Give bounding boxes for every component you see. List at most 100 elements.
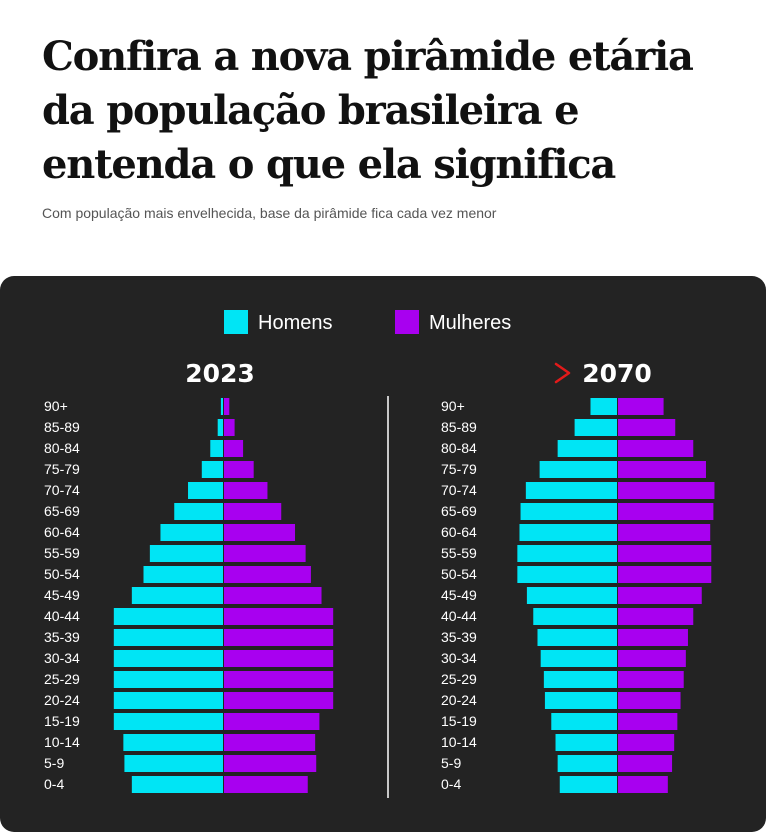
- bar-women-2023-55-59: [224, 545, 306, 562]
- age-label-70-74: 70-74: [44, 482, 80, 498]
- bar-men-2070-30-34: [540, 650, 617, 667]
- bar-men-2070-5-9: [557, 755, 617, 772]
- bar-women-2070-50-54: [618, 566, 712, 583]
- bar-women-2070-10-14: [618, 734, 675, 751]
- age-label-35-39: 35-39: [441, 629, 477, 645]
- bar-women-2023-80-84: [224, 440, 244, 457]
- bar-men-2070-50-54: [517, 566, 617, 583]
- age-label-85-89: 85-89: [44, 419, 80, 435]
- bar-women-2023-35-39: [224, 629, 334, 646]
- bar-women-2070-65-69: [618, 503, 714, 520]
- age-label-65-69: 65-69: [44, 503, 80, 519]
- bar-women-2023-65-69: [224, 503, 282, 520]
- age-label-0-4: 0-4: [44, 776, 64, 792]
- age-label-35-39: 35-39: [44, 629, 80, 645]
- bar-women-2023-5-9: [224, 755, 317, 772]
- age-label-45-49: 45-49: [441, 587, 477, 603]
- bar-men-2023-35-39: [113, 629, 223, 646]
- age-label-40-44: 40-44: [44, 608, 80, 624]
- bar-men-2070-20-24: [544, 692, 617, 709]
- legend-women-label: Mulheres: [429, 312, 511, 334]
- bar-women-2070-15-19: [618, 713, 678, 730]
- headline: Confira a nova pirâmide etária da popula…: [42, 33, 694, 188]
- age-label-15-19: 15-19: [441, 713, 477, 729]
- age-label-70-74: 70-74: [441, 482, 477, 498]
- bar-men-2070-25-29: [543, 671, 617, 688]
- age-label-10-14: 10-14: [44, 734, 80, 750]
- bar-women-2070-45-49: [618, 587, 702, 604]
- age-label-30-34: 30-34: [441, 650, 477, 666]
- age-label-50-54: 50-54: [44, 566, 80, 582]
- age-label-90+: 90+: [441, 398, 465, 414]
- age-label-5-9: 5-9: [441, 755, 461, 771]
- bar-men-2070-60-64: [519, 524, 617, 541]
- bar-women-2070-20-24: [618, 692, 681, 709]
- subtitle: Com população mais envelhecida, base da …: [42, 205, 497, 221]
- age-label-60-64: 60-64: [441, 524, 477, 540]
- bar-men-2023-0-4: [131, 776, 223, 793]
- bar-women-2070-85-89: [618, 419, 676, 436]
- bar-women-2023-70-74: [224, 482, 268, 499]
- bar-women-2023-30-34: [224, 650, 334, 667]
- age-label-80-84: 80-84: [44, 440, 80, 456]
- bar-men-2023-65-69: [174, 503, 223, 520]
- bar-men-2023-85-89: [217, 419, 223, 436]
- bar-men-2070-45-49: [526, 587, 617, 604]
- age-label-75-79: 75-79: [44, 461, 80, 477]
- bar-men-2023-25-29: [113, 671, 223, 688]
- bar-women-2070-5-9: [618, 755, 673, 772]
- age-label-0-4: 0-4: [441, 776, 461, 792]
- age-label-45-49: 45-49: [44, 587, 80, 603]
- legend-women-swatch: [395, 310, 419, 334]
- bar-women-2023-45-49: [224, 587, 322, 604]
- bar-women-2070-35-39: [618, 629, 688, 646]
- bar-men-2070-90+: [590, 398, 617, 415]
- bar-men-2070-70-74: [525, 482, 617, 499]
- bar-men-2023-70-74: [188, 482, 223, 499]
- bar-men-2070-10-14: [555, 734, 617, 751]
- age-label-60-64: 60-64: [44, 524, 80, 540]
- bar-men-2070-55-59: [517, 545, 617, 562]
- bar-women-2023-60-64: [224, 524, 296, 541]
- bar-men-2023-75-79: [201, 461, 223, 478]
- bar-men-2023-5-9: [124, 755, 223, 772]
- age-label-15-19: 15-19: [44, 713, 80, 729]
- bar-women-2070-60-64: [618, 524, 711, 541]
- bar-women-2023-85-89: [224, 419, 235, 436]
- bar-men-2023-30-34: [113, 650, 223, 667]
- year-label-2023: 2023: [185, 359, 255, 388]
- bar-women-2070-70-74: [618, 482, 715, 499]
- age-label-25-29: 25-29: [441, 671, 477, 687]
- age-label-50-54: 50-54: [441, 566, 477, 582]
- bar-men-2023-50-54: [143, 566, 223, 583]
- population-pyramid-chart: Homens Mulheres 2023 2070 90+ 85-89 80-84 7…: [44, 310, 715, 798]
- bar-women-2070-30-34: [618, 650, 686, 667]
- pyramid-2070: 90+ 85-89 80-84 75-79 70-74 65-69 60-64 55-59 50…: [441, 398, 715, 793]
- bar-men-2023-60-64: [160, 524, 223, 541]
- age-label-20-24: 20-24: [44, 692, 80, 708]
- bar-women-2023-75-79: [224, 461, 254, 478]
- bar-men-2070-85-89: [574, 419, 617, 436]
- legend-men-swatch: [224, 310, 248, 334]
- bar-men-2023-40-44: [113, 608, 223, 625]
- age-label-85-89: 85-89: [441, 419, 477, 435]
- age-label-90+: 90+: [44, 398, 68, 414]
- year-label-2070: 2070: [582, 359, 652, 388]
- bar-men-2070-80-84: [557, 440, 617, 457]
- bar-men-2023-90+: [220, 398, 223, 415]
- age-label-30-34: 30-34: [44, 650, 80, 666]
- bar-women-2070-0-4: [618, 776, 668, 793]
- bar-men-2023-20-24: [113, 692, 223, 709]
- bar-women-2070-90+: [618, 398, 664, 415]
- legend-men-label: Homens: [258, 312, 332, 334]
- bar-men-2070-75-79: [539, 461, 617, 478]
- bar-women-2070-25-29: [618, 671, 684, 688]
- pyramid-2023: 90+ 85-89 80-84 75-79 70-74 65-69 60-64 55-59 50…: [44, 398, 334, 793]
- bar-men-2023-55-59: [149, 545, 223, 562]
- bar-women-2070-55-59: [618, 545, 712, 562]
- bar-women-2070-40-44: [618, 608, 694, 625]
- age-label-10-14: 10-14: [441, 734, 477, 750]
- bar-women-2023-20-24: [224, 692, 334, 709]
- bar-women-2023-50-54: [224, 566, 311, 583]
- bar-women-2023-25-29: [224, 671, 334, 688]
